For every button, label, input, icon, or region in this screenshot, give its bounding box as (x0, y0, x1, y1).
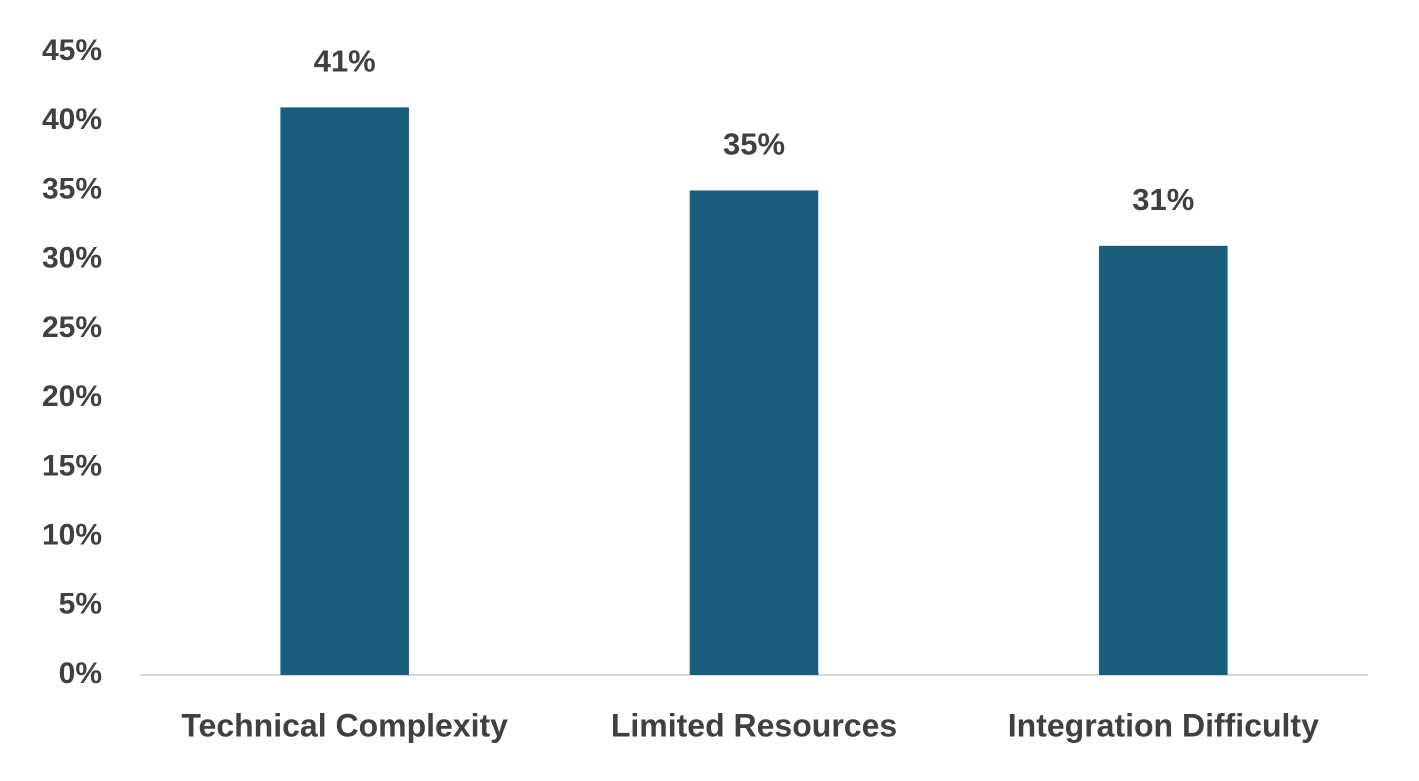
bar (689, 190, 819, 675)
y-tick-label: 10% (42, 518, 102, 551)
y-tick-label: 5% (59, 588, 102, 621)
y-tick-label: 25% (42, 311, 102, 344)
value-label: 31% (1132, 182, 1194, 217)
bar (1099, 245, 1228, 676)
x-tick-label: Integration Difficulty (1008, 707, 1319, 743)
y-tick-label: 40% (42, 103, 102, 136)
y-tick-label: 30% (42, 242, 102, 275)
y-tick-label: 15% (42, 449, 102, 482)
y-tick-label: 35% (42, 172, 102, 205)
y-tick-label: 0% (59, 657, 102, 690)
x-tick-label: Technical Complexity (181, 707, 508, 743)
value-label: 35% (723, 127, 785, 162)
x-tick-label: Limited Resources (611, 707, 897, 743)
y-tick-label: 45% (42, 34, 102, 67)
value-label: 41% (314, 44, 376, 79)
y-tick-label: 20% (42, 380, 102, 413)
bar (280, 107, 409, 675)
